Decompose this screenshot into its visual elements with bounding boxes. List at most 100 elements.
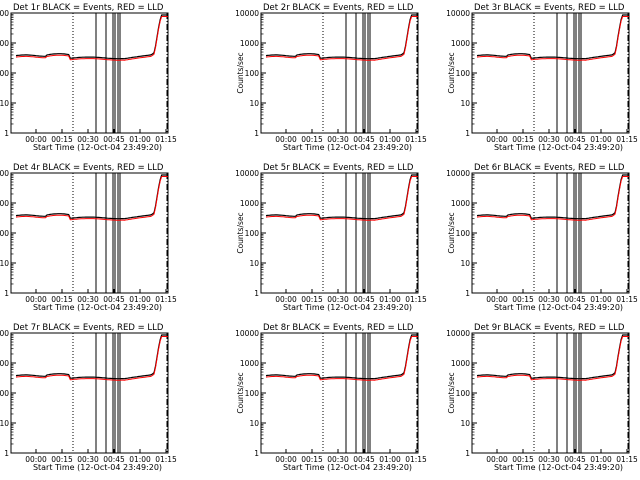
series-lld <box>265 176 418 221</box>
y-axis-label: Counts/sec <box>236 52 245 93</box>
x-axis-label: Start Time (12-Oct-04 23:49:20) <box>33 303 162 312</box>
panel-7: Det 7r BLACK = Events, RED = LLD 1 10 100 10… <box>0 323 177 472</box>
y-tick-label: 1 <box>4 129 9 138</box>
x-tick-label: 00:00 <box>275 295 297 304</box>
x-axis-label: Start Time (12-Oct-04 23:49:20) <box>494 143 623 152</box>
y-tick-label: 10000 <box>0 329 9 338</box>
y-axis-label: Counts/sec <box>236 372 245 413</box>
panel-title: Det 4r BLACK = Events, RED = LLD <box>13 163 164 173</box>
y-tick-label: 100 <box>245 229 260 238</box>
y-tick-label: 10000 <box>446 9 470 18</box>
panel-5: Det 5r BLACK = Events, RED = LLD 1 10 100 10… <box>235 163 427 312</box>
y-tick-label: 10 <box>249 419 259 428</box>
x-tick-label: 00:00 <box>275 135 297 144</box>
x-tick-label: 01:00 <box>590 295 612 304</box>
x-tick-label: 01:00 <box>129 135 151 144</box>
x-tick-label: 00:45 <box>103 295 125 304</box>
y-tick-label: 10000 <box>446 329 470 338</box>
y-tick-label: 1000 <box>451 199 470 208</box>
x-tick-label: 01:15 <box>616 295 638 304</box>
x-tick-label: 00:15 <box>301 455 323 464</box>
x-axis-label: Start Time (12-Oct-04 23:49:20) <box>283 143 412 152</box>
y-tick-label: 1000 <box>451 39 470 48</box>
x-tick-label: 00:45 <box>353 455 375 464</box>
series-lld <box>476 336 629 381</box>
x-tick-label: 00:30 <box>327 135 349 144</box>
y-tick-label: 10 <box>0 259 9 268</box>
panel-6: Det 6r BLACK = Events, RED = LLD 1 10 100 10… <box>446 163 638 312</box>
plot-frame <box>471 12 630 134</box>
plot-frame <box>10 12 169 134</box>
x-axis-label: Start Time (12-Oct-04 23:49:20) <box>33 463 162 472</box>
x-tick-label: 01:00 <box>379 295 401 304</box>
y-tick-label: 10000 <box>235 329 259 338</box>
series-events <box>265 334 418 380</box>
x-tick-label: 01:00 <box>590 135 612 144</box>
y-tick-label: 100 <box>456 389 471 398</box>
x-axis-label: Start Time (12-Oct-04 23:49:20) <box>494 463 623 472</box>
y-tick-label: 1 <box>4 289 9 298</box>
y-tick-label: 100 <box>0 69 9 78</box>
x-tick-label: 00:00 <box>275 455 297 464</box>
plot-frame <box>260 172 419 294</box>
x-tick-label: 00:15 <box>301 295 323 304</box>
y-tick-label: 1000 <box>240 199 259 208</box>
x-tick-label: 00:45 <box>103 135 125 144</box>
x-tick-label: 00:00 <box>486 455 508 464</box>
x-tick-label: 00:30 <box>77 135 99 144</box>
x-tick-label: 01:15 <box>155 455 177 464</box>
x-axis-label: Start Time (12-Oct-04 23:49:20) <box>283 303 412 312</box>
panel-title: Det 5r BLACK = Events, RED = LLD <box>263 163 414 173</box>
y-tick-label: 100 <box>245 389 260 398</box>
series-lld <box>15 176 168 221</box>
x-tick-label: 01:15 <box>616 135 638 144</box>
y-tick-label: 10 <box>460 419 470 428</box>
x-tick-label: 01:15 <box>405 295 427 304</box>
x-tick-label: 00:15 <box>51 295 73 304</box>
x-tick-label: 01:15 <box>155 295 177 304</box>
x-tick-label: 00:45 <box>564 455 586 464</box>
x-tick-label: 01:15 <box>155 135 177 144</box>
y-tick-label: 10 <box>0 419 9 428</box>
y-tick-label: 1 <box>254 289 259 298</box>
x-tick-label: 00:45 <box>353 295 375 304</box>
x-tick-label: 00:45 <box>564 295 586 304</box>
x-tick-label: 01:00 <box>590 455 612 464</box>
x-tick-label: 00:00 <box>25 295 47 304</box>
y-tick-label: 10 <box>249 259 259 268</box>
x-tick-label: 00:15 <box>51 135 73 144</box>
series-lld <box>15 16 168 61</box>
plot-frame <box>10 172 169 294</box>
series-lld <box>15 336 168 381</box>
x-tick-label: 01:00 <box>129 295 151 304</box>
series-lld <box>265 336 418 381</box>
y-tick-label: 10 <box>0 99 9 108</box>
x-tick-label: 01:15 <box>405 135 427 144</box>
panel-title: Det 7r BLACK = Events, RED = LLD <box>13 323 164 333</box>
y-tick-label: 1000 <box>240 39 259 48</box>
y-axis-label: Counts/sec <box>447 212 456 253</box>
plot-frame <box>10 332 169 454</box>
series-events <box>15 14 168 60</box>
x-tick-label: 00:15 <box>51 455 73 464</box>
series-events <box>476 174 629 220</box>
y-tick-label: 1 <box>254 449 259 458</box>
series-lld <box>476 16 629 61</box>
x-tick-label: 00:30 <box>77 455 99 464</box>
x-tick-label: 00:00 <box>25 455 47 464</box>
series-events <box>265 14 418 60</box>
y-axis-label: Counts/sec <box>447 52 456 93</box>
x-tick-label: 01:00 <box>379 455 401 464</box>
series-events <box>15 174 168 220</box>
panel-4: Det 4r BLACK = Events, RED = LLD 1 10 100 10… <box>0 163 177 312</box>
panel-title: Det 8r BLACK = Events, RED = LLD <box>263 323 414 333</box>
y-tick-label: 1000 <box>451 359 470 368</box>
x-tick-label: 00:30 <box>327 295 349 304</box>
series-events <box>476 334 629 380</box>
y-tick-label: 10000 <box>446 169 470 178</box>
plot-frame <box>260 12 419 134</box>
x-tick-label: 00:15 <box>512 455 534 464</box>
x-tick-label: 00:15 <box>301 135 323 144</box>
y-tick-label: 10 <box>460 259 470 268</box>
